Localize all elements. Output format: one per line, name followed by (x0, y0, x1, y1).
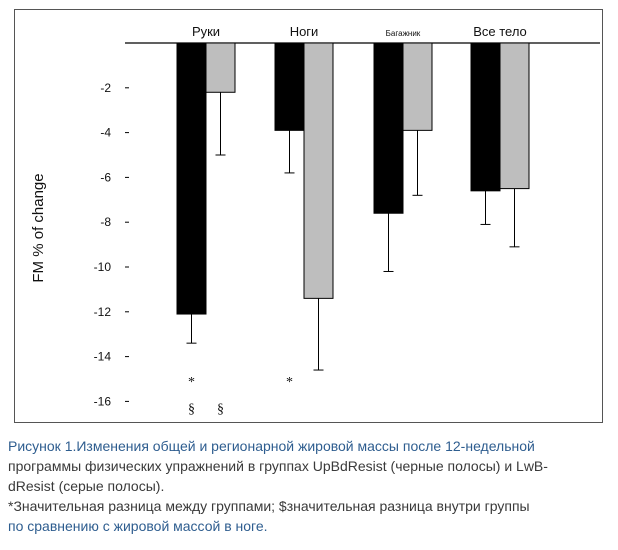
y-tick-label: -4 (100, 126, 111, 140)
chart-labels: Руки Ноги Багажник Все тело * § § * (188, 24, 527, 417)
category-label: Все тело (473, 24, 527, 39)
caption-line-1: Рисунок 1.Изменения общей и регионарной … (8, 438, 535, 454)
caption-line-5: по сравнению с жировой массой в ноге. (8, 518, 268, 534)
y-tick-label: -8 (100, 215, 111, 229)
bar-lwbd-0 (205, 42, 236, 93)
y-tick-label: -12 (94, 305, 112, 319)
category-label: Ноги (290, 24, 319, 39)
y-tick-label: -6 (100, 170, 111, 184)
figure-caption: Рисунок 1.Изменения общей и регионарной … (8, 436, 616, 536)
bar-chart: -2 -4 -6 -8 -10 -12 -14 -16 Руки Ноги Багажник Все… (30, 24, 600, 417)
bar-lwbd-3 (499, 42, 530, 190)
y-tick-label: -16 (94, 394, 112, 408)
caption-line-3: dResist (серые полосы). (8, 478, 165, 494)
category-label: Руки (192, 24, 220, 39)
bar-lwbd-1 (303, 42, 334, 299)
bar-upbd-1 (274, 42, 305, 131)
chart-error-bars (186, 92, 520, 371)
significance-mark: * (286, 375, 293, 390)
chart-axes: -2 -4 -6 -8 -10 -12 -14 -16 (94, 42, 600, 408)
bar-upbd-3 (470, 42, 501, 192)
category-label: Багажник (386, 29, 421, 38)
caption-line-2: программы физических упражнений в группа… (8, 458, 548, 474)
bar-upbd-2 (373, 42, 404, 214)
chart-bars (176, 42, 530, 315)
bar-lwbd-2 (402, 42, 433, 131)
y-tick-label: -2 (100, 81, 111, 95)
significance-mark: § (188, 402, 195, 417)
y-axis-title: FM % of change (30, 173, 47, 282)
y-tick-label: -14 (94, 350, 112, 364)
caption-line-4: *Значительная разница между группами; $з… (8, 498, 530, 514)
significance-mark: § (217, 402, 224, 417)
y-tick-label: -10 (94, 260, 112, 274)
significance-mark: * (188, 375, 195, 390)
chart-frame: -2 -4 -6 -8 -10 -12 -14 -16 Руки Ноги Багажник Все… (14, 9, 603, 423)
bar-upbd-0 (176, 42, 207, 315)
